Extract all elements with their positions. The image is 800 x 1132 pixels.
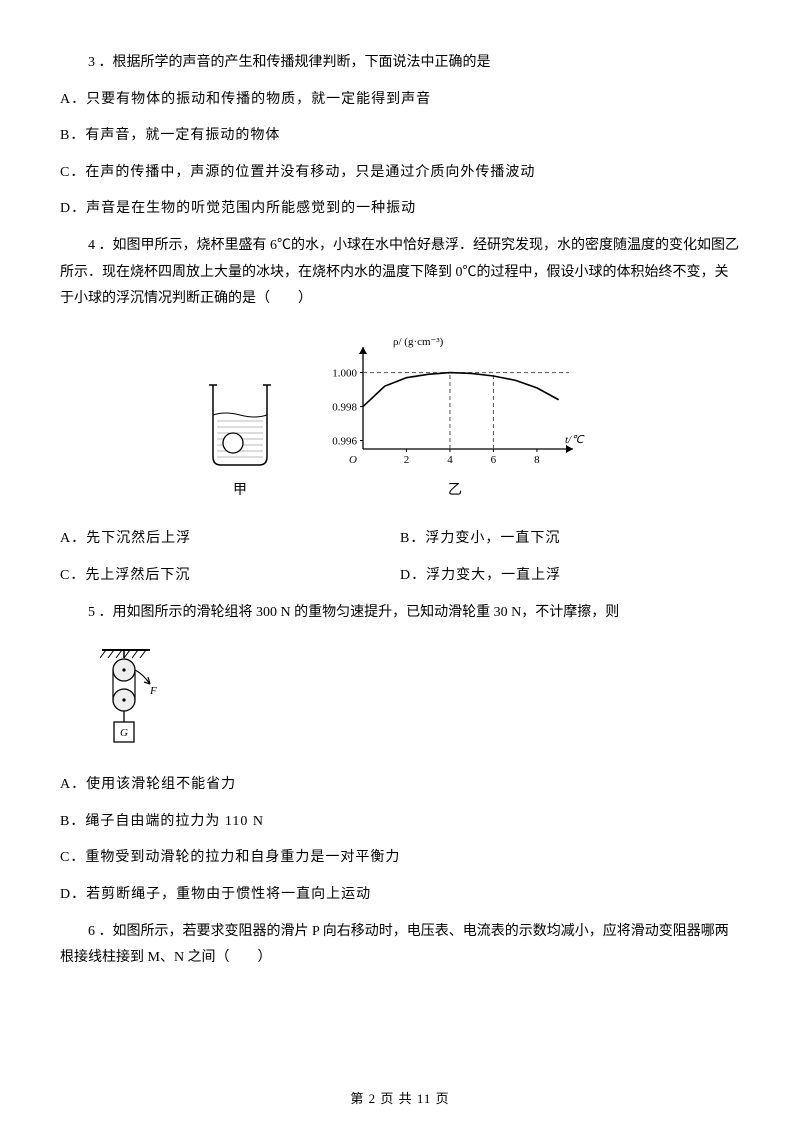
q4-fig-a-label: 甲 [205, 478, 275, 505]
svg-text:t/℃: t/℃ [565, 434, 585, 446]
footer-suffix: 页 [436, 1091, 450, 1106]
q3-option-a: A．只要有物体的振动和传播的物质，就一定能得到声音 [60, 87, 740, 114]
svg-text:2: 2 [404, 454, 410, 466]
label-g: G [120, 727, 128, 739]
q4-option-b: B．浮力变小，一直下沉 [400, 526, 740, 553]
svg-text:ρ/ (g·cm⁻³): ρ/ (g·cm⁻³) [393, 336, 444, 348]
q5-option-d: D．若剪断绳子，重物由于惯性将一直向上运动 [60, 882, 740, 909]
q4-figure-row: 甲 0.996 0.998 1.000 2 4 6 8 Oρ/ (g·cm⁻³) t/℃ 乙 [60, 331, 740, 505]
q3-option-c: C．在声的传播中，声源的位置并没有移动，只是通过介质向外传播波动 [60, 160, 740, 187]
pulley-icon: G F [100, 644, 160, 754]
label-f: F [149, 685, 157, 697]
q4-option-c: C．先上浮然后下沉 [60, 563, 400, 590]
q3-stem: 3 ．根据所学的声音的产生和传播规律判断，下面说法中正确的是 [60, 50, 740, 77]
q5-stem: 5 ．用如图所示的滑轮组将 300 N 的重物匀速提升，已知动滑轮重 30 N，… [60, 600, 740, 627]
svg-text:1.000: 1.000 [332, 367, 357, 379]
q5-figure: G F [100, 644, 740, 754]
svg-text:0.998: 0.998 [332, 401, 357, 413]
q3-option-b: B．有声音，就一定有振动的物体 [60, 123, 740, 150]
svg-text:4: 4 [447, 454, 453, 466]
svg-text:8: 8 [534, 454, 540, 466]
footer-page-cur: 2 [369, 1091, 377, 1106]
beaker-icon [205, 377, 275, 472]
svg-text:O: O [349, 454, 357, 466]
q4-option-d: D．浮力变大，一直上浮 [400, 563, 740, 590]
density-chart: 0.996 0.998 1.000 2 4 6 8 Oρ/ (g·cm⁻³) t/℃ [315, 331, 595, 476]
q4-option-a: A．先下沉然后上浮 [60, 526, 400, 553]
q4-figure-chart: 0.996 0.998 1.000 2 4 6 8 Oρ/ (g·cm⁻³) t/℃ 乙 [315, 331, 595, 505]
q4-stem: 4 ．如图甲所示，烧杯里盛有 6℃的水，小球在水中恰好悬浮．经研究发现，水的密度… [60, 233, 740, 313]
footer-mid: 页 共 [380, 1091, 412, 1106]
page-footer: 第 2 页 共 11 页 [0, 1087, 800, 1112]
q4-options-row2: C．先上浮然后下沉 D．浮力变大，一直上浮 [60, 563, 740, 590]
q4-figure-beaker: 甲 [205, 377, 275, 505]
svg-text:6: 6 [491, 454, 497, 466]
footer-prefix: 第 [350, 1091, 364, 1106]
svg-text:0.996: 0.996 [332, 435, 357, 447]
q5-option-a: A．使用该滑轮组不能省力 [60, 772, 740, 799]
footer-page-total: 11 [417, 1091, 432, 1106]
q4-options-row1: A．先下沉然后上浮 B．浮力变小，一直下沉 [60, 526, 740, 553]
q3-option-d: D．声音是在生物的听觉范围内所能感觉到的一种振动 [60, 196, 740, 223]
q5-option-b: B．绳子自由端的拉力为 110 N [60, 809, 740, 836]
q4-fig-b-label: 乙 [315, 478, 595, 505]
q5-option-c: C．重物受到动滑轮的拉力和自身重力是一对平衡力 [60, 845, 740, 872]
q6-stem: 6 ．如图所示，若要求变阻器的滑片 P 向右移动时，电压表、电流表的示数均减小，… [60, 919, 740, 972]
